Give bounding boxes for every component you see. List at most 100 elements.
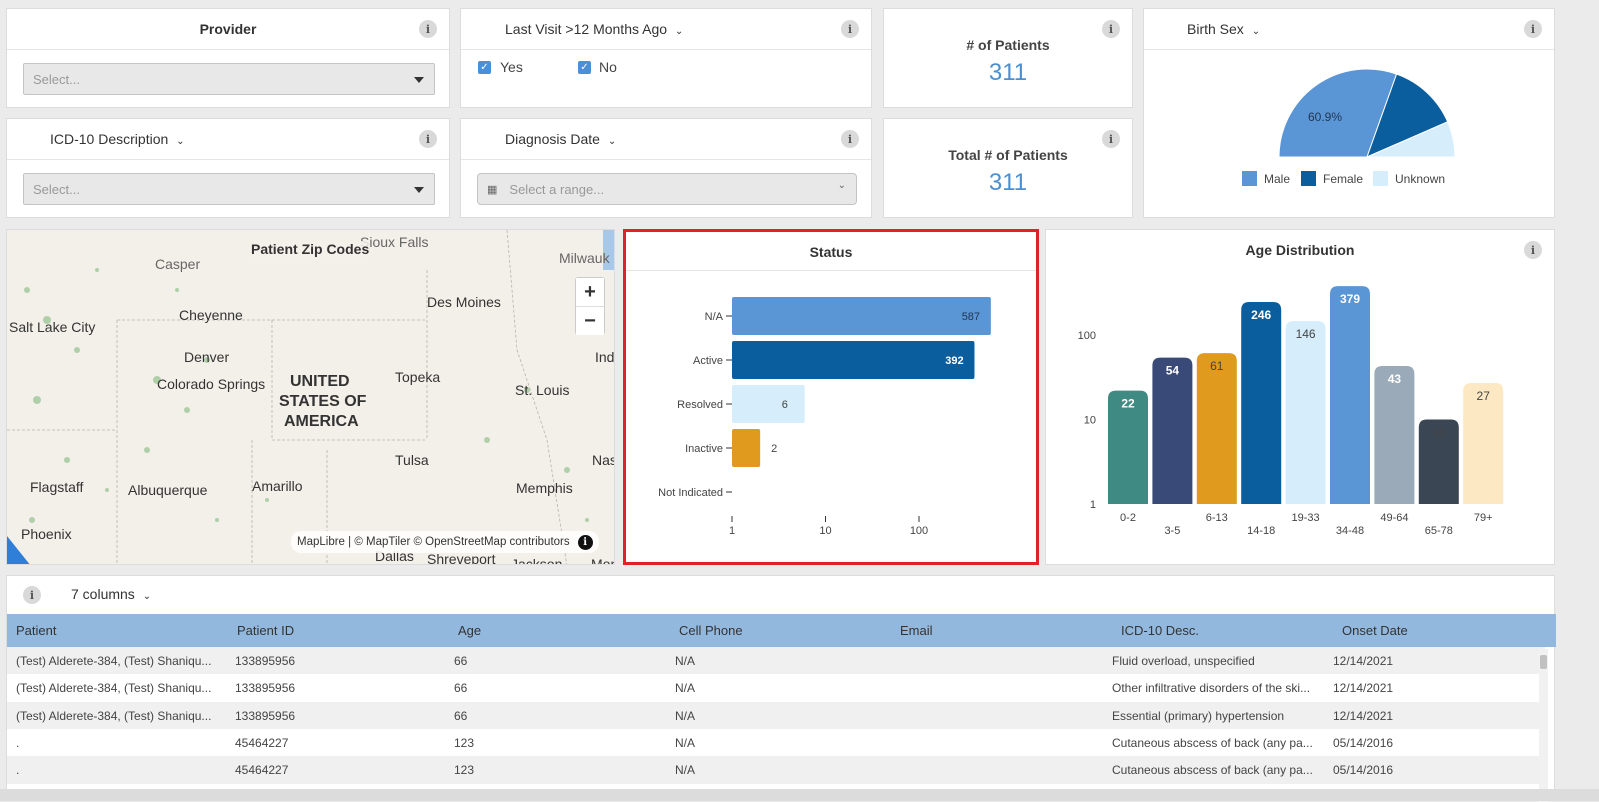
legend-swatch-unknown (1373, 171, 1388, 186)
patient-zip-map-panel[interactable]: Sioux Falls Casper Milwauk Des Moines Ch… (6, 229, 615, 565)
birth-sex-dropdown[interactable]: Birth Sex ⌄ (1187, 21, 1260, 37)
age-bar[interactable] (1330, 286, 1370, 504)
info-icon[interactable]: i (841, 130, 859, 148)
info-circle-icon[interactable]: i (577, 534, 593, 550)
status-axis-tick-label: 1 (729, 525, 735, 537)
map-label: Salt Lake City (9, 319, 96, 335)
last-visit-dropdown[interactable]: Last Visit >12 Months Ago ⌄ (505, 21, 683, 37)
zoom-controls: + − (575, 277, 605, 335)
column-header-email[interactable]: Email (900, 623, 933, 638)
map-label-country: UNITED (290, 373, 350, 390)
table-cell: . (16, 763, 20, 778)
maplibre-logo-icon[interactable] (7, 536, 31, 564)
status-bar[interactable] (732, 341, 975, 379)
info-icon[interactable]: i (841, 20, 859, 38)
scrollbar[interactable] (1539, 649, 1548, 802)
column-header-cell-phone[interactable]: Cell Phone (679, 623, 743, 638)
pie-slice[interactable] (1366, 121, 1456, 158)
zoom-in-button[interactable]: + (576, 278, 604, 306)
map-label: Cheyenne (179, 307, 243, 323)
map-label: Tulsa (395, 452, 429, 468)
chevron-down-icon: ⌄ (1251, 26, 1261, 37)
pie-slice[interactable] (1278, 68, 1398, 158)
horizontal-scrollbar[interactable] (0, 789, 1599, 801)
icd10-dropdown[interactable]: ICD-10 Description ⌄ (50, 131, 185, 147)
status-axis-tick-label: 10 (819, 525, 831, 537)
map-label: Denver (184, 349, 230, 365)
table-header: Patient Patient ID Age Cell Phone Email … (7, 614, 1556, 647)
yes-checkbox[interactable]: ✓ (478, 61, 491, 74)
map-label: Flagstaff (30, 479, 84, 495)
info-icon[interactable]: i (1524, 241, 1542, 259)
info-icon[interactable]: i (419, 130, 437, 148)
age-bar[interactable] (1374, 365, 1415, 504)
age-bar[interactable] (1463, 383, 1504, 504)
icd10-filter-panel: ICD-10 Description ⌄ i Select... (6, 118, 450, 218)
map-attribution-text[interactable]: MapLibre | © MapTiler © OpenStreetMap co… (297, 536, 570, 548)
age-bar[interactable] (1241, 301, 1282, 504)
columns-dropdown[interactable]: 7 columns ⌄ (71, 586, 151, 602)
diagnosis-date-range-input[interactable]: ▦ Select a range... ⌄ (477, 173, 857, 205)
age-category-label: 3-5 (1164, 525, 1180, 537)
map-label: Mon (591, 556, 614, 565)
scrollbar-thumb[interactable] (1540, 655, 1547, 669)
column-header-onset-date[interactable]: Onset Date (1342, 623, 1408, 638)
column-header-patient[interactable]: Patient (16, 623, 57, 638)
legend-swatch-female (1301, 171, 1316, 186)
diagnosis-date-dropdown[interactable]: Diagnosis Date ⌄ (505, 131, 616, 147)
age-bar[interactable] (1196, 353, 1237, 504)
status-bar[interactable] (732, 385, 805, 423)
age-data-label: 146 (1296, 327, 1316, 341)
provider-title: Provider (199, 21, 257, 37)
status-bar[interactable] (732, 297, 991, 335)
columns-dropdown-label: 7 columns (71, 586, 135, 602)
zoom-out-button[interactable]: − (576, 307, 604, 335)
age-bar[interactable] (1108, 390, 1148, 504)
info-icon[interactable]: i (1102, 20, 1120, 38)
age-bar[interactable] (1418, 419, 1459, 505)
status-category-label: N/A (705, 311, 724, 323)
status-bar-chart: N/A 587 Active 392 Resolved 6 Inactive 2 Not Ind… (658, 297, 991, 537)
table-cell: (Test) Alderete-384, (Test) Shaniqu... (16, 681, 212, 696)
icd10-select[interactable]: Select... (23, 173, 435, 205)
table-body: (Test) Alderete-384, (Test) Shaniqu... 13… (7, 647, 1545, 802)
pie-slice[interactable] (1366, 73, 1449, 158)
column-header-patient-id[interactable]: Patient ID (237, 623, 295, 638)
table-row[interactable]: . 45464227 123 N/A Cutaneous abscess of back… (7, 728, 1545, 757)
info-icon[interactable]: i (1102, 130, 1120, 148)
provider-select[interactable]: Select... (23, 63, 435, 95)
pie-slice-label-male: 60.9% (1308, 110, 1342, 124)
table-cell: 45464227 (235, 763, 289, 778)
table-cell: 133895956 (235, 708, 296, 723)
age-bar[interactable] (1152, 357, 1193, 504)
age-bar[interactable] (1285, 321, 1326, 504)
info-icon[interactable]: i (1524, 20, 1542, 38)
age-category-label: 65-78 (1425, 525, 1453, 537)
table-cell: 133895956 (235, 654, 296, 668)
age-distribution-panel: Age Distribution i 1 10 100 22 0-2 54 3-5 61 6-1… (1045, 229, 1555, 565)
legend-male: Male (1242, 171, 1290, 186)
status-category-label: Resolved (677, 399, 723, 411)
patients-kpi-panel: i # of Patients 311 (883, 8, 1133, 108)
legend-label-unknown: Unknown (1395, 171, 1446, 186)
birth-sex-panel: Birth Sex ⌄ i 60.9% Male Female Unknown (1143, 8, 1555, 218)
table-cell: 66 (454, 708, 468, 723)
status-bar[interactable] (732, 429, 761, 467)
table-row[interactable]: . 45464227 123 N/A Cutaneous abscess of back… (7, 756, 1545, 785)
no-checkbox[interactable]: ✓ (578, 61, 591, 74)
table-row[interactable]: (Test) Alderete-384, (Test) Shaniqu... 13… (7, 647, 1545, 675)
table-cell: Essential (primary) hypertension (1112, 708, 1285, 723)
info-icon[interactable]: i (419, 20, 437, 38)
info-icon[interactable]: i (23, 586, 41, 604)
column-header-age[interactable]: Age (458, 623, 482, 638)
no-label: No (599, 59, 617, 75)
map-label: Amarillo (252, 478, 303, 494)
table-row[interactable]: (Test) Alderete-384, (Test) Shaniqu... 13… (7, 674, 1545, 703)
status-data-label: 2 (771, 443, 777, 455)
last-visit-filter-panel: Last Visit >12 Months Ago ⌄ i ✓ Yes ✓ No (460, 8, 872, 108)
table-row[interactable]: (Test) Alderete-384, (Test) Shaniqu... 13… (7, 701, 1545, 730)
column-header-icd10-desc[interactable]: ICD-10 Desc. (1121, 623, 1200, 638)
map-label: Memphis (516, 480, 573, 496)
map-label: Ind (595, 349, 615, 365)
status-category-label: Inactive (685, 443, 723, 455)
